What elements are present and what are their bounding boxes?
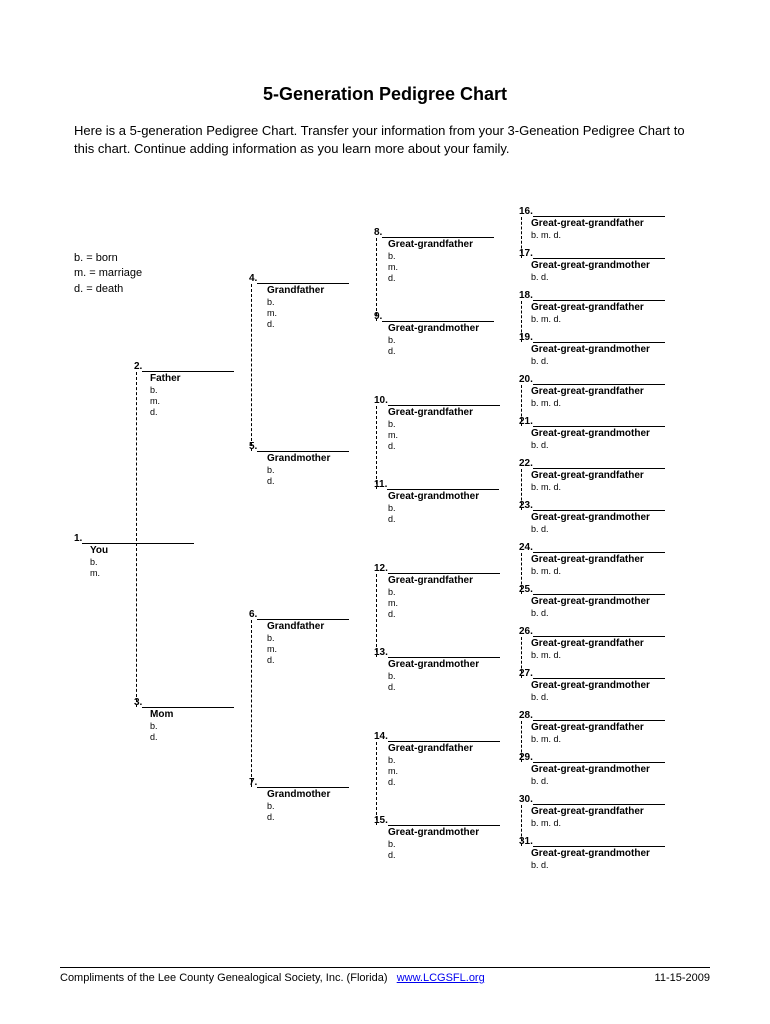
footer-date: 11-15-2009 [655,972,710,984]
node-n25: 25.Great-great-grandmotherb. d. [519,584,669,619]
node-n4: 4.Grandfatherb.m.d. [249,273,359,329]
node-n28: 28.Great-great-grandfatherb. m. d. [519,710,669,745]
node-n11: 11.Great-grandmotherb.d. [374,479,504,525]
connector-vertical [521,805,522,846]
connector-vertical [376,574,377,657]
node-n9: 9.Great-grandmotherb.d. [374,311,504,357]
pedigree-chart: 16.Great-great-grandfatherb. m. d. 17.Gre… [74,200,714,930]
connector-vertical [521,385,522,426]
node-n30: 30.Great-great-grandfatherb. m. d. [519,794,669,829]
node-n17: 17.Great-great-grandmotherb. d. [519,248,669,283]
node-n18: 18.Great-great-grandfatherb. m. d. [519,290,669,325]
node-n21: 21.Great-great-grandmotherb. d. [519,416,669,451]
node-n27: 27.Great-great-grandmotherb. d. [519,668,669,703]
node-n23: 23.Great-great-grandmotherb. d. [519,500,669,535]
footer: Compliments of the Lee County Genealogic… [60,967,710,984]
connector-vertical [251,620,252,787]
node-n24: 24.Great-great-grandfatherb. m. d. [519,542,669,577]
node-n15: 15.Great-grandmotherb.d. [374,815,504,861]
node-n13: 13.Great-grandmotherb.d. [374,647,504,693]
node-n26: 26.Great-great-grandfatherb. m. d. [519,626,669,661]
node-n12: 12.Great-grandfatherb.m.d. [374,563,504,619]
connector-vertical [521,721,522,762]
node-n7: 7.Grandmotherb.d. [249,777,359,823]
connector-vertical [376,238,377,321]
node-n1: 1.Youb.m. [74,533,204,579]
footer-text: Compliments of the Lee County Genealogic… [60,972,485,984]
node-n20: 20.Great-great-grandfatherb. m. d. [519,374,669,409]
connector-vertical [521,301,522,342]
node-n3: 3.Momb.d. [134,697,244,743]
node-n14: 14.Great-grandfatherb.m.d. [374,731,504,787]
page-title: 5-Generation Pedigree Chart [0,84,770,105]
node-n29: 29.Great-great-grandmotherb. d. [519,752,669,787]
node-n8: 8.Great-grandfatherb.m.d. [374,227,504,283]
node-n31: 31.Great-great-grandmotherb. d. [519,836,669,871]
connector-vertical [376,742,377,825]
intro-text: Here is a 5-generation Pedigree Chart. T… [74,122,696,158]
node-n16: 16.Great-great-grandfatherb. m. d. [519,206,669,241]
node-n19: 19.Great-great-grandmotherb. d. [519,332,669,367]
node-n22: 22.Great-great-grandfatherb. m. d. [519,458,669,493]
node-n6: 6.Grandfatherb.m.d. [249,609,359,665]
footer-link[interactable]: www.LCGSFL.org [397,972,485,984]
connector-vertical [521,553,522,594]
connector-vertical [521,469,522,510]
node-n5: 5.Grandmotherb.d. [249,441,359,487]
connector-vertical [251,284,252,451]
connector-vertical [521,217,522,258]
connector-vertical [521,637,522,678]
node-n2: 2.Fatherb.m.d. [134,361,244,417]
connector-vertical [376,406,377,489]
node-n10: 10.Great-grandfatherb.m.d. [374,395,504,451]
